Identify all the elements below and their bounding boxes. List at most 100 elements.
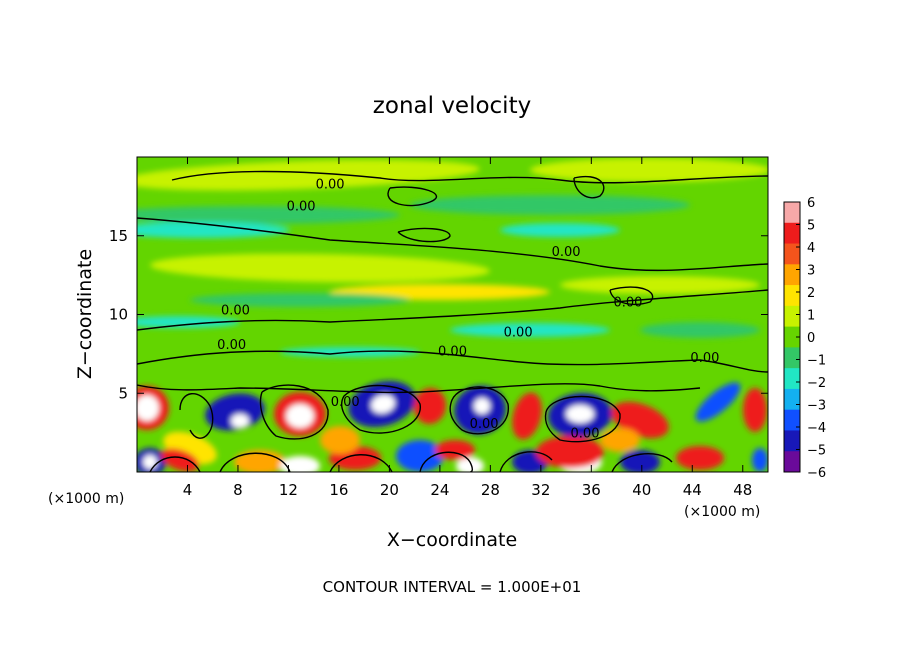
zero-contour-line: [137, 383, 701, 394]
zero-contour-line: [397, 227, 451, 243]
colorbar-swatch: [784, 347, 800, 369]
colorbar-label: −5: [807, 444, 826, 459]
colorbar-swatch: [784, 430, 800, 452]
colorbar: 6 5 4 3 2 1 0 −1 −2 −3 −4 −5 −6: [783, 196, 826, 481]
field-patch: [560, 276, 760, 294]
field-patch: [205, 393, 265, 431]
colorbar-label: 2: [807, 286, 815, 301]
contour-label: 0.00: [316, 178, 345, 193]
colorbar-label: 1: [807, 309, 815, 324]
x-tick-label: 28: [481, 481, 500, 499]
field-patch: [190, 293, 410, 307]
zero-contour-line: [449, 386, 509, 435]
colorbar-label: 6: [807, 196, 815, 211]
colorbar-label: −4: [807, 421, 826, 436]
field-patch: [695, 382, 741, 422]
x-tick-label: 48: [733, 481, 752, 499]
zero-contour-line: [219, 452, 291, 472]
field-patch: [474, 398, 490, 414]
colorbar-label: −1: [807, 354, 826, 369]
field-patch: [160, 448, 200, 472]
x-tick-label: 4: [183, 481, 193, 499]
zero-contour-line: [259, 384, 329, 440]
zero-contour-line: [341, 384, 421, 434]
x-unit-left: (×1000 m): [48, 491, 124, 507]
field-patch: [137, 395, 159, 421]
colorbar-swatch: [784, 326, 800, 348]
field-patch: [286, 404, 314, 428]
field-patch: [143, 455, 157, 469]
x-tick-label: 44: [683, 481, 702, 499]
colorbar-swatch: [784, 388, 800, 411]
contour-label: 0.00: [504, 326, 533, 341]
field-patch: [150, 253, 490, 283]
colorbar-label: 3: [807, 264, 815, 279]
chart-title: zonal velocity: [373, 93, 531, 119]
field-patch: [320, 426, 360, 454]
colorbar-swatch: [784, 368, 800, 390]
colorbar-swatch: [784, 222, 800, 245]
colorbar-label: −3: [807, 399, 826, 414]
x-tick-label: 8: [233, 481, 243, 499]
y-tick-label: 10: [109, 306, 128, 324]
field-patch: [450, 323, 610, 337]
contour-label: 0.00: [331, 395, 360, 410]
field-patch: [743, 388, 767, 432]
zero-contour-line: [137, 350, 768, 373]
contour-label: 0.00: [287, 200, 316, 215]
colorbar-swatch: [784, 451, 800, 473]
colorbar-swatch: [784, 409, 800, 431]
x-tick-label: 36: [582, 481, 601, 499]
contour-label: 0.00: [438, 344, 467, 359]
colorbar-label: −6: [807, 466, 826, 481]
zero-contour-line: [137, 289, 768, 331]
field-patch: [536, 436, 604, 468]
field-patch: [530, 158, 768, 182]
zero-contour-line: [611, 453, 673, 472]
colorbar-label: −2: [807, 376, 826, 391]
zero-contour-line: [137, 217, 768, 272]
y-axis-label: Z−coordinate: [74, 249, 96, 379]
field-patch: [371, 394, 395, 414]
field-patch: [413, 388, 447, 424]
contour-label: 0.00: [217, 338, 246, 353]
zero-contour-line: [499, 451, 553, 472]
x-unit-right: (×1000 m): [684, 504, 760, 520]
colorbar-swatch: [784, 264, 800, 286]
contour-label: 0.00: [470, 417, 499, 432]
field-patch: [396, 440, 444, 472]
field-patch: [752, 448, 768, 472]
field-patch: [435, 440, 475, 460]
field-patch: [410, 195, 690, 215]
colorbar-label: 5: [807, 219, 815, 234]
field-patch: [137, 222, 290, 238]
x-tick-label: 20: [380, 481, 399, 499]
field-patch: [600, 428, 640, 452]
x-tick-label: 40: [632, 481, 651, 499]
x-axis-label: X−coordinate: [387, 529, 517, 551]
zero-contour-line: [609, 286, 654, 306]
x-tick-label: 32: [531, 481, 550, 499]
zero-contour-line: [419, 451, 473, 472]
field-patch: [512, 392, 542, 440]
field-patch: [137, 316, 240, 328]
x-tick-label: 16: [329, 481, 348, 499]
field-patch: [566, 405, 594, 423]
zero-contour-line: [149, 456, 201, 472]
contour-label: 0.00: [221, 304, 250, 319]
contour-label: 0.00: [613, 296, 642, 311]
field-patch: [676, 446, 724, 470]
zero-contour-line: [171, 170, 768, 184]
field-patch: [137, 159, 480, 191]
contour-label: 0.00: [552, 245, 581, 260]
field-patch: [137, 206, 400, 224]
zero-contour-line: [329, 454, 393, 472]
zero-contour-line: [387, 186, 438, 207]
colorbar-label: 4: [807, 241, 815, 256]
contour-interval-note: CONTOUR INTERVAL = 1.000E+01: [323, 578, 582, 596]
field-patch: [640, 322, 760, 338]
field-patch: [456, 457, 484, 472]
zero-contour-line: [179, 393, 214, 439]
plot-area: 0.000.000.000.000.000.000.00 0.00 0.000.00…: [137, 157, 768, 472]
